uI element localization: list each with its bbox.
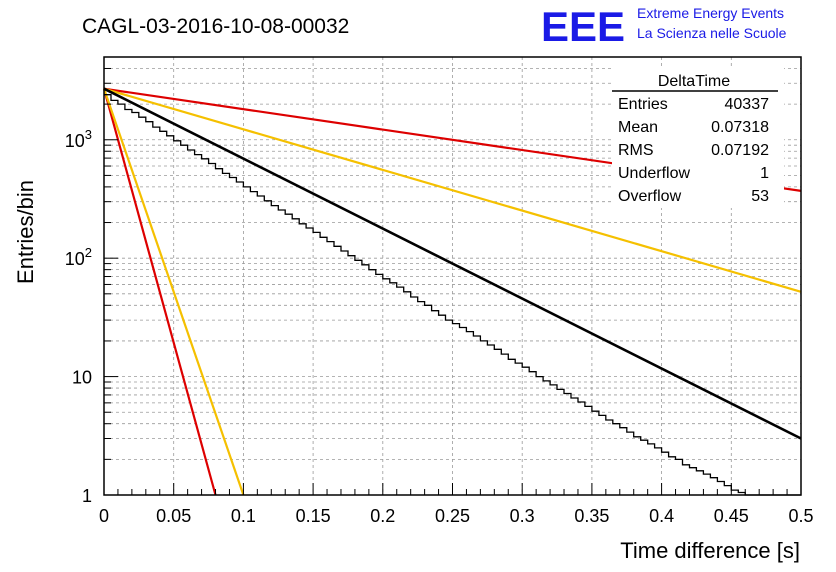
stats-row-value: 53 [751, 188, 769, 205]
y-tick-label: 10 [72, 368, 92, 388]
y-tick-label: 102 [65, 245, 92, 269]
exponential-fit-line [103, 87, 802, 440]
eee-logo: EEE Extreme Energy Events La Scienza nel… [541, 3, 787, 50]
stats-rows: Entries 40337 Mean 0.07318 RMS 0.07192 Underfl… [618, 96, 769, 205]
stats-row-value: 1 [760, 165, 769, 182]
x-tick-label: 0.15 [296, 506, 331, 526]
x-tick-label: 0.5 [788, 506, 813, 526]
y-tick-base: 10 [65, 131, 85, 151]
x-tick-label: 0.45 [714, 506, 749, 526]
reference-curve [102, 88, 217, 496]
fit-line [103, 87, 802, 440]
x-axis-label: Time difference [s] [620, 538, 800, 563]
x-tick-label: 0.3 [510, 506, 535, 526]
stats-row-label: RMS [618, 142, 654, 159]
stats-row-label: Mean [618, 119, 658, 136]
stats-row-value: 40337 [725, 96, 770, 113]
y-tick-base: 1 [82, 486, 92, 506]
x-tick-label: 0.35 [574, 506, 609, 526]
histogram-series [104, 94, 801, 496]
reference-curve [102, 88, 245, 496]
logo-line-2: La Scienza nelle Scuole [637, 25, 787, 41]
grid-lines [104, 56, 801, 495]
reference-curve [103, 87, 802, 293]
histogram-outline [104, 94, 801, 496]
stats-row-label: Underflow [618, 165, 690, 182]
stats-row-label: Overflow [618, 188, 682, 205]
y-tick-label: 103 [65, 127, 92, 151]
chart-title: CAGL-03-2016-10-08-00032 [82, 15, 349, 38]
y-tick-base: 10 [72, 368, 92, 388]
y-tick-exponent: 3 [85, 127, 92, 142]
x-tick-label: 0.25 [435, 506, 470, 526]
y-tick-label: 1 [82, 486, 92, 506]
x-tick-label: 0.05 [156, 506, 191, 526]
logo-line-1: Extreme Energy Events [637, 5, 784, 21]
stats-row-value: 0.07192 [711, 142, 769, 159]
stats-title: DeltaTime [658, 73, 730, 90]
y-axis-label: Entries/bin [13, 180, 38, 284]
x-tick-label: 0.2 [370, 506, 395, 526]
x-tick-label: 0.1 [231, 506, 256, 526]
x-tick-labels: 0 0.05 0.1 0.15 0.2 0.25 0.3 0.35 0.4 0.45 0.5 [99, 506, 814, 526]
y-tick-base: 10 [65, 249, 85, 269]
y-tick-exponent: 2 [85, 245, 92, 260]
stats-box: DeltaTime Entries 40337 Mean 0.07318 RMS 0.07… [612, 68, 784, 208]
stats-row-label: Entries [618, 96, 668, 113]
stats-row-value: 0.07318 [711, 119, 769, 136]
logo-letters: EEE [541, 3, 625, 50]
x-tick-label: 0 [99, 506, 109, 526]
axis-ticks [103, 56, 802, 496]
x-tick-label: 0.4 [649, 506, 674, 526]
